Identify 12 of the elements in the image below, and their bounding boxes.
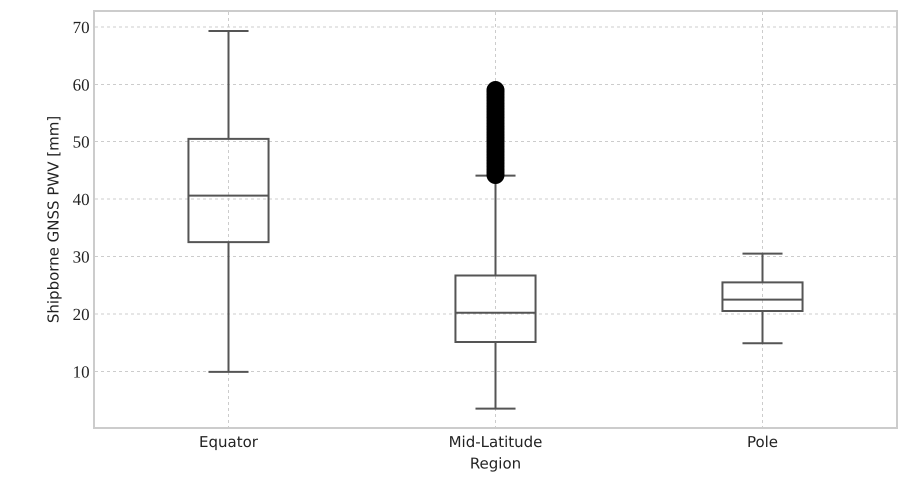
y-tick-label: 20	[72, 304, 90, 324]
x-tick-label: Equator	[199, 433, 259, 451]
y-tick-label: 50	[72, 132, 90, 152]
y-tick-label: 40	[72, 190, 90, 210]
y-tick-label: 60	[72, 75, 90, 94]
y-tick-label: 70	[72, 18, 90, 37]
x-axis-title: Region	[470, 454, 522, 472]
x-tick-label: Pole	[746, 433, 778, 451]
y-axis-title: Shipborne GNSS PWV [mm]	[44, 116, 62, 324]
y-tick-label: 30	[72, 247, 90, 266]
x-tick-label: Mid-Latitude	[448, 433, 542, 451]
y-tick-label: 10	[72, 362, 90, 382]
